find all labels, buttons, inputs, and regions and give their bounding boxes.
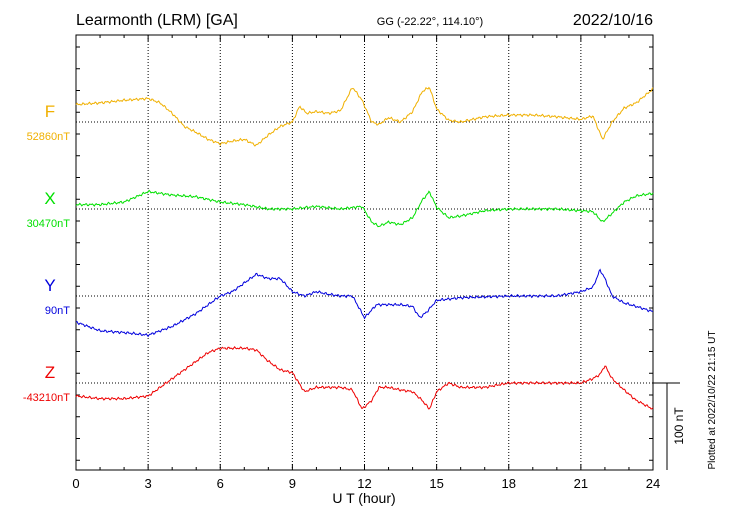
x-tick-label: 6	[217, 476, 224, 491]
x-tick-label: 24	[646, 476, 660, 491]
series-lines	[75, 86, 654, 410]
x-tick-label: 15	[429, 476, 443, 491]
x-tick-label: 9	[289, 476, 296, 491]
series-baseline-y: 90nT	[45, 305, 70, 317]
scale-bar: 100 nT	[653, 382, 686, 470]
series-line-y	[75, 268, 654, 338]
x-tick-label: 18	[502, 476, 516, 491]
series-line-x	[75, 189, 654, 228]
station-coordinates: GG (-22.22°, 114.10°)	[377, 16, 483, 28]
chart-title: Learmonth (LRM) [GA]	[76, 12, 238, 29]
x-axis-label: U T (hour)	[332, 490, 395, 506]
x-tick-label: 21	[574, 476, 588, 491]
series-name-z: Z	[45, 363, 55, 382]
scale-bar-label: 100 nT	[672, 407, 686, 445]
series-baseline-x: 30470nT	[27, 218, 71, 230]
series-name-x: X	[44, 189, 55, 208]
series-name-f: F	[45, 102, 55, 121]
series-labels: F 52860nT X 30470nT Y 90nT Z -43210nT	[23, 102, 70, 404]
series-baseline-f: 52860nT	[27, 131, 71, 143]
chart-date: 2022/10/16	[573, 12, 653, 29]
axis-ticks: 0 3 6 9 12 15 18 21 24	[72, 35, 660, 491]
series-baseline-z: -43210nT	[23, 392, 70, 404]
series-name-y: Y	[44, 276, 55, 295]
x-tick-label: 3	[145, 476, 152, 491]
x-tick-label: 12	[357, 476, 371, 491]
series-line-f	[75, 86, 654, 147]
plotted-note: Plotted at 2022/10/22 21:15 UT	[707, 331, 718, 470]
x-tick-label: 0	[72, 476, 79, 491]
series-line-z	[75, 345, 654, 410]
